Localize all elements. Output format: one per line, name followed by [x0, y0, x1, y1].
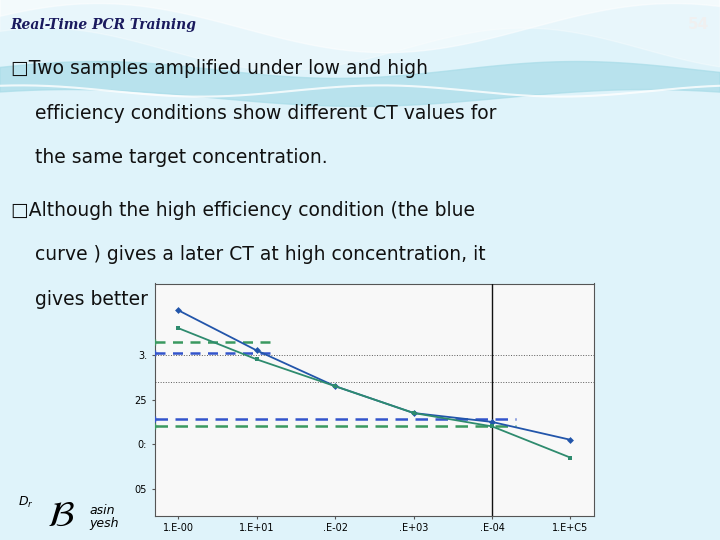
Text: $\mathcal{B}$: $\mathcal{B}$	[47, 499, 74, 532]
Text: □Two samples amplified under low and high: □Two samples amplified under low and hig…	[11, 59, 428, 78]
Text: Real-Time PCR Training: Real-Time PCR Training	[11, 18, 197, 31]
Text: yesh: yesh	[89, 517, 119, 530]
Text: 54: 54	[688, 17, 709, 32]
Text: curve ) gives a later CT at high concentration, it: curve ) gives a later CT at high concent…	[11, 245, 485, 265]
Text: gives better sensitivity at low target concentration: gives better sensitivity at low target c…	[11, 289, 510, 308]
Text: □Although the high efficiency condition (the blue: □Although the high efficiency condition …	[11, 201, 474, 220]
Text: the same target concentration.: the same target concentration.	[11, 148, 328, 167]
Text: efficiency conditions show different CT values for: efficiency conditions show different CT …	[11, 104, 496, 123]
Text: $D_r$: $D_r$	[18, 495, 34, 510]
Text: asin: asin	[89, 504, 114, 517]
